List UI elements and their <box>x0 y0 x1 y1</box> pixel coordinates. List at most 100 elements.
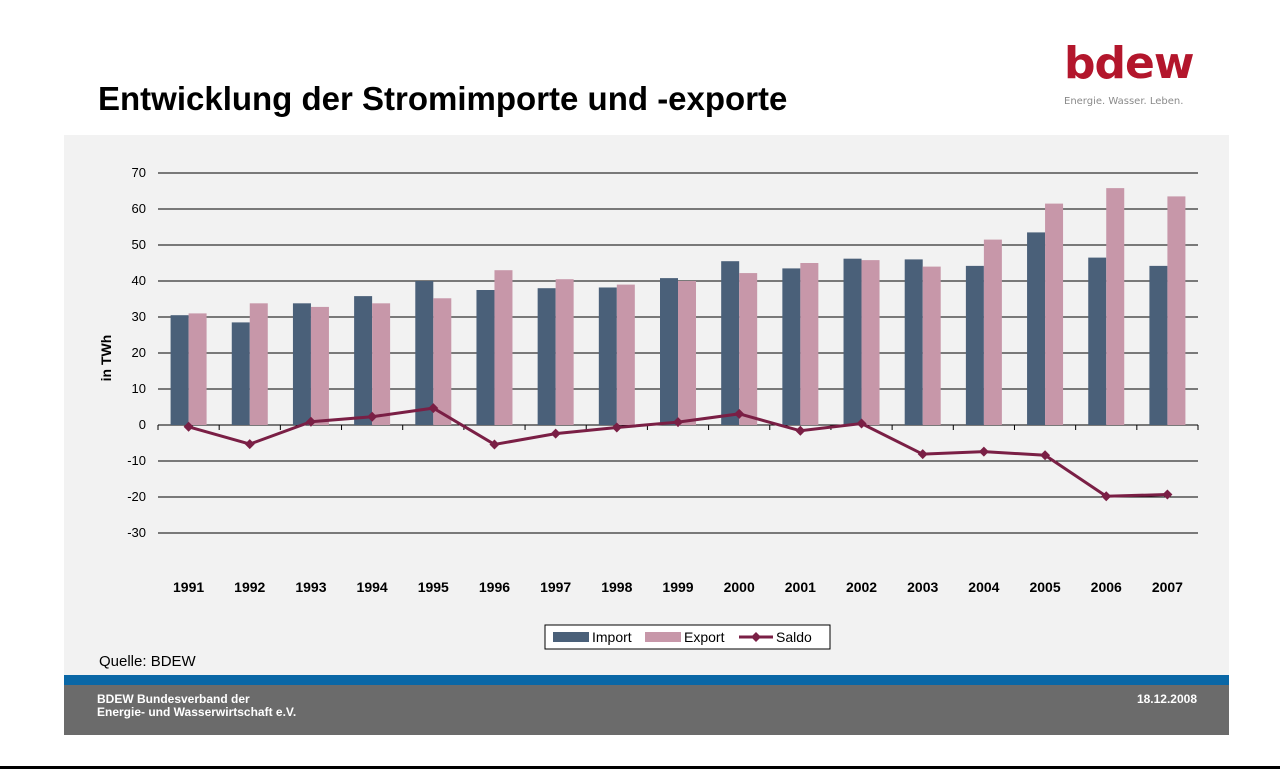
y-tick-label: 50 <box>132 237 146 252</box>
y-tick-label: -10 <box>127 453 146 468</box>
x-tick-label: 2005 <box>1029 579 1060 595</box>
export-bar <box>739 273 758 425</box>
y-tick-label: 70 <box>132 165 146 180</box>
y-tick-label: 20 <box>132 345 146 360</box>
export-bar <box>1045 203 1064 425</box>
import-bar <box>354 296 373 425</box>
legend-export-label: Export <box>684 629 725 645</box>
y-tick-label: 10 <box>132 381 146 396</box>
footer-accent-bar <box>64 675 1229 685</box>
export-bar <box>555 279 574 425</box>
y-tick-label: 0 <box>139 417 146 432</box>
saldo-point <box>795 425 806 436</box>
saldo-point <box>978 446 989 457</box>
saldo-point <box>489 439 500 450</box>
y-axis-label: in TWh <box>98 335 114 382</box>
import-bar <box>170 315 189 425</box>
export-bar <box>1106 188 1125 425</box>
x-tick-label: 1991 <box>173 579 204 595</box>
import-bar <box>721 261 740 425</box>
import-bar <box>660 278 678 425</box>
import-bar <box>415 281 434 425</box>
saldo-point <box>428 403 439 414</box>
legend-import-swatch <box>553 632 589 642</box>
footer-date: 18.12.2008 <box>1136 692 1197 706</box>
export-bar <box>494 270 513 425</box>
x-tick-label: 1995 <box>418 579 449 595</box>
x-tick-label: 1996 <box>479 579 510 595</box>
saldo-point <box>183 421 194 432</box>
export-bar <box>616 284 635 425</box>
legend-saldo-marker <box>751 632 761 642</box>
saldo-point <box>1101 491 1112 502</box>
legend-import-label: Import <box>592 629 632 645</box>
x-tick-label: 2006 <box>1091 579 1122 595</box>
y-tick-label: -30 <box>127 525 146 540</box>
footer: BDEW Bundesverband der Energie- und Wass… <box>64 685 1229 735</box>
footer-org-line-1: BDEW Bundesverband der <box>97 692 250 706</box>
saldo-point <box>1040 450 1051 461</box>
saldo-point <box>1162 489 1173 500</box>
x-tick-label: 1993 <box>295 579 326 595</box>
logo-tagline: Energie. Wasser. Leben. <box>1064 96 1184 107</box>
export-bar <box>861 260 880 425</box>
import-bar <box>904 259 923 425</box>
x-tick-label: 1994 <box>357 579 388 595</box>
y-tick-label: 40 <box>132 273 146 288</box>
import-bar <box>537 288 556 425</box>
x-tick-label: 2001 <box>785 579 816 595</box>
export-bar <box>922 266 941 425</box>
import-bar <box>965 265 984 425</box>
import-bar <box>1088 257 1107 425</box>
saldo-point <box>367 411 378 422</box>
page-title: Entwicklung der Stromimporte und -export… <box>98 80 788 117</box>
y-tick-label: 30 <box>132 309 146 324</box>
chart-panel: -30 -20 -10 0 10 20 30 40 50 60 70 in TWh 1991 1992 19… <box>64 135 1229 675</box>
import-bar <box>1149 265 1168 425</box>
export-bar <box>433 298 452 425</box>
x-tick-label: 2007 <box>1152 579 1183 595</box>
saldo-point <box>917 449 928 460</box>
chart: -30 -20 -10 0 10 20 30 40 50 60 70 in TWh 1991 1992 19… <box>98 165 1199 650</box>
import-bar <box>231 322 250 425</box>
saldo-point <box>550 428 561 439</box>
x-tick-label: 2000 <box>724 579 755 595</box>
legend-export-swatch <box>645 632 681 642</box>
saldo-point <box>734 408 745 419</box>
x-tick-label: 1998 <box>601 579 632 595</box>
legend-box <box>544 624 831 650</box>
import-bar <box>598 287 617 425</box>
import-bar <box>476 290 495 425</box>
y-tick-label: -20 <box>127 489 146 504</box>
saldo-point <box>856 418 867 429</box>
x-tick-label: 1992 <box>234 579 265 595</box>
export-bar <box>678 281 696 425</box>
saldo-point <box>305 416 316 427</box>
export-bar <box>249 303 268 425</box>
footer-org-line-2: Energie- und Wasserwirtschaft e.V. <box>97 705 297 719</box>
bottom-divider <box>0 766 1280 769</box>
footer-organization: BDEW Bundesverband der Energie- und Wass… <box>97 693 296 719</box>
import-bar <box>843 258 862 425</box>
export-bar <box>983 239 1002 425</box>
export-bar <box>188 313 207 425</box>
x-tick-label: 2002 <box>846 579 877 595</box>
bdew-logo: bdew Energie. Wasser. Leben. <box>1060 42 1205 112</box>
import-bar <box>1027 232 1046 425</box>
import-bar <box>292 303 311 425</box>
saldo-point <box>611 422 622 433</box>
export-bar <box>372 303 391 425</box>
source-note: Quelle: BDEW <box>99 653 196 670</box>
import-bar <box>782 268 801 425</box>
logo-wordmark: bdew <box>1064 38 1194 89</box>
legend-saldo-label: Saldo <box>776 629 812 645</box>
export-bar <box>800 263 819 425</box>
saldo-point <box>244 439 255 450</box>
x-tick-label: 1999 <box>662 579 693 595</box>
export-bar <box>1167 196 1186 425</box>
y-tick-label: 60 <box>132 201 146 216</box>
saldo-point <box>673 417 683 428</box>
x-tick-label: 1997 <box>540 579 571 595</box>
x-tick-label: 2003 <box>907 579 938 595</box>
x-tick-label: 2004 <box>968 579 999 595</box>
